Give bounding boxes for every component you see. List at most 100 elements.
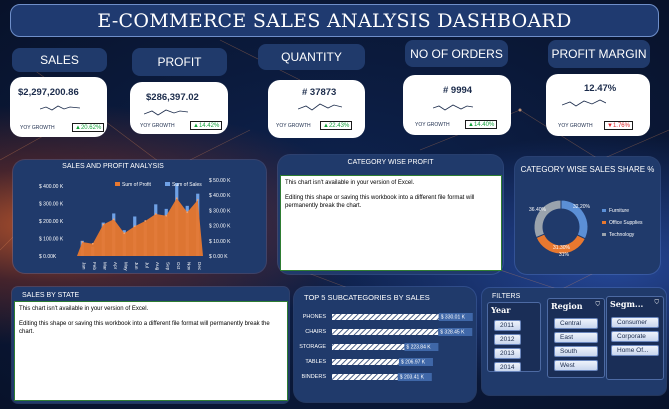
sales-by-state-placeholder: This chart isn't available in your versi… [14,301,288,401]
kpi-quantity-yoy-label: YOY GROWTH [276,123,311,129]
share-label-c: 31.30% [553,245,571,251]
y-right-tick: $ 0.00 K [209,254,228,260]
kpi-margin-value: 12.47% [584,83,617,94]
x-tick-label: Mar [102,262,107,270]
kpi-margin-yoy-label: YOY GROWTH [558,123,593,129]
region-option-east[interactable]: East [554,332,598,343]
legend-furniture: Furniture [609,208,629,214]
category-profit-panel: CATEGORY WISE PROFIT This chart isn't av… [278,155,503,274]
share-label-d: 31% [559,252,570,258]
sales-by-state-msg-2: Editing this shape or saving this workbo… [19,321,270,335]
legend-office: Office Supplies [609,220,643,226]
kpi-orders-yoy-badge: ▲14.40% [465,120,498,129]
segment-clear-filter-icon[interactable]: ⛉ [654,300,659,306]
x-tick-label: May [123,262,128,271]
y-left-tick: $ 300.00 K [39,202,64,208]
top5-value-label: $ 328.45 K [440,330,465,336]
top5-value-box [397,373,432,381]
kpi-profit-value: $286,397.02 [146,92,199,103]
profit-point [112,218,115,221]
profit-point [133,225,136,228]
x-tick-label: Oct [176,262,181,270]
year-option-2013[interactable]: 2013 [494,348,521,359]
year-slicer: Year 2011 2012 2013 2014 [487,302,541,372]
kpi-quantity-value: # 37873 [302,87,337,98]
top5-title: TOP 5 SUBCATEGORIES BY SALES [304,293,430,302]
x-tick-label: Nov [186,262,191,271]
quantity-sparkline [298,103,342,111]
year-slicer-title: Year [491,305,511,315]
profit-area [77,198,203,256]
dashboard-title: E-COMMERCE SALES ANALYSIS DASHBOARD [10,4,659,37]
profit-point [81,241,84,243]
segment-option-home-office[interactable]: Home Of... [611,345,659,356]
category-profit-placeholder: This chart isn't available in your versi… [280,175,502,271]
kpi-sales-value: $2,297,200.86 [18,87,79,98]
kpi-margin-card: 12.47% YOY GROWTH ▼1.76% [546,74,650,136]
sales-profit-title: SALES AND PROFIT ANALYSIS [62,163,164,170]
legend-sales-label: Sum of Sales [172,182,202,188]
top5-bar [332,359,399,365]
category-profit-msg-1: This chart isn't available in your versi… [285,180,415,186]
top5-value-label: $ 223.84 K [406,345,431,351]
top5-bar [332,374,398,380]
top5-item-name: CHAIRS [305,329,326,335]
kpi-profit-yoy-badge: ▲14.42% [190,121,223,130]
profit-sparkline [144,109,188,116]
y-left-tick: $ 400.00 K [39,184,64,190]
year-option-2011[interactable]: 2011 [494,320,521,331]
sales-by-state-msg-1: This chart isn't available in your versi… [19,306,149,312]
kpi-orders-card: # 9994 YOY GROWTH ▲14.40% [403,75,511,135]
category-share-donut: 36.40% 32.20% 31.30% 31% Furniture Offic… [529,199,643,258]
y-right-tick: $ 30.00 K [209,208,231,214]
x-tick-label: Aug [155,262,160,271]
top5-value-box [404,343,439,351]
x-tick-label: Jun [134,262,139,270]
region-option-south[interactable]: South [554,346,598,357]
kpi-sales-yoy-badge: ▲20.62% [72,123,105,132]
sales-by-state-panel: SALES BY STATE This chart isn't availabl… [12,287,289,403]
top5-value-label: $ 206.97 K [401,360,426,366]
kpi-quantity-card: # 37873 YOY GROWTH ▲22.43% [268,80,365,138]
profit-point [175,197,178,200]
kpi-margin-label: PROFIT MARGIN [548,40,650,68]
kpi-orders-value: # 9994 [443,85,473,96]
region-clear-filter-icon[interactable]: ⛉ [595,302,600,308]
region-option-west[interactable]: West [554,360,598,371]
share-label-b: 32.20% [573,204,591,210]
share-label-a: 36.40% [529,207,547,213]
top5-value-box [398,358,433,366]
sales-profit-chart: $ 400.00 K $ 300.00 K $ 200.00 K $ 100.00 K… [39,178,231,271]
segment-option-corporate[interactable]: Corporate [611,331,659,342]
filters-title: FILTERS [492,293,521,300]
legend-furniture-swatch [602,209,606,212]
year-option-2012[interactable]: 2012 [494,334,521,345]
y-right-tick: $ 40.00 K [209,193,231,199]
x-tick-label: Sep [165,262,170,271]
kpi-sales-label: SALES [12,48,107,72]
kpi-orders-yoy-label: YOY GROWTH [415,122,450,128]
kpi-sales-card: $2,297,200.86 YOY GROWTH ▲20.62% [10,77,107,137]
region-slicer-title: Region [551,301,583,311]
category-share-panel: CATEGORY WISE SALES SHARE % 36.40% 32.20… [515,157,660,274]
x-tick-label: Feb [92,262,97,270]
legend-office-swatch [602,221,606,224]
top5-value-box [438,328,473,336]
x-tick-label: Dec [197,262,202,271]
segment-option-consumer[interactable]: Consumer [611,317,659,328]
top5-panel: TOP 5 SUBCATEGORIES BY SALES PHONES $ 330… [294,287,476,402]
top5-value-label: $ 203.41 K [400,375,425,381]
kpi-orders-label: NO OF ORDERS [405,40,508,67]
region-slicer: Region ⛉ Central East South West [547,298,605,378]
x-tick-label: Jan [81,262,86,270]
category-share-title: CATEGORY WISE SALES SHARE % [520,165,655,174]
y-left-tick: $ 100.00 K [39,237,64,243]
profit-point [144,220,147,222]
kpi-margin-yoy-badge: ▼1.76% [604,121,633,130]
legend-sales-swatch [165,182,170,186]
year-option-2014[interactable]: 2014 [494,362,521,372]
top5-item-name: TABLES [305,359,326,365]
region-option-central[interactable]: Central [554,318,598,329]
legend-technology-swatch [602,233,606,236]
top5-bar [332,314,439,320]
